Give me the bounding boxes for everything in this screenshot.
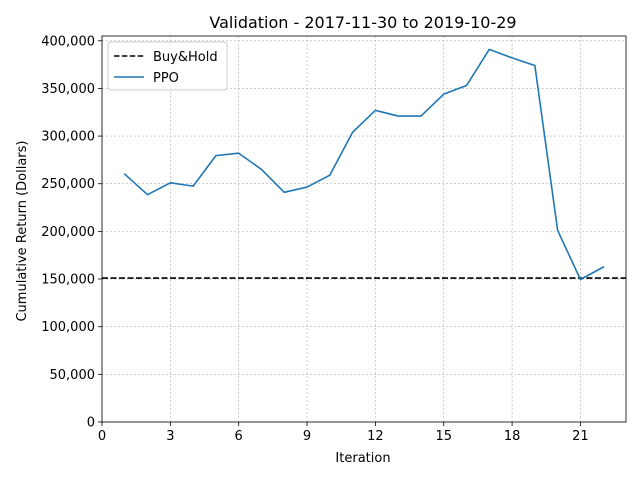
x-tick-label: 15 <box>435 429 452 444</box>
plot-frame <box>101 35 627 423</box>
x-tick-label: 18 <box>504 429 521 444</box>
x-tick-label: 0 <box>98 429 106 444</box>
x-axis-label: Iteration <box>335 451 390 466</box>
x-tick-label: 3 <box>166 429 174 444</box>
x-tick-label: 9 <box>303 429 311 444</box>
y-tick-label: 250,000 <box>41 177 95 192</box>
y-tick-label: 100,000 <box>41 320 95 335</box>
y-tick-label: 300,000 <box>41 130 95 145</box>
legend-ppo-label: PPO <box>153 71 179 86</box>
chart-title: Validation - 2017-11-30 to 2019-10-29 <box>209 13 516 32</box>
y-tick-label: 150,000 <box>41 273 95 288</box>
legend-buyhold-label: Buy&Hold <box>153 50 218 65</box>
y-axis-label: Cumulative Return (Dollars) <box>15 140 30 321</box>
x-tick-label: 21 <box>572 429 589 444</box>
legend-box <box>107 41 228 91</box>
grid-lines <box>101 36 626 423</box>
x-tick-label: 12 <box>367 429 384 444</box>
legend: Buy&Hold PPO <box>107 41 228 91</box>
y-tick-label: 350,000 <box>41 82 95 97</box>
series-lines <box>102 48 626 281</box>
x-tick-label: 6 <box>235 429 243 444</box>
y-tick-label: 200,000 <box>41 225 95 240</box>
axes <box>98 35 627 426</box>
tick-labels: 0 3 6 9 12 15 18 21 0 50,000 100,000 150,000 200,000… <box>41 34 588 444</box>
y-tick-label: 0 <box>87 416 95 431</box>
y-tick-label: 50,000 <box>50 368 96 383</box>
y-tick-label: 400,000 <box>41 34 95 49</box>
ppo-line <box>123 48 605 281</box>
